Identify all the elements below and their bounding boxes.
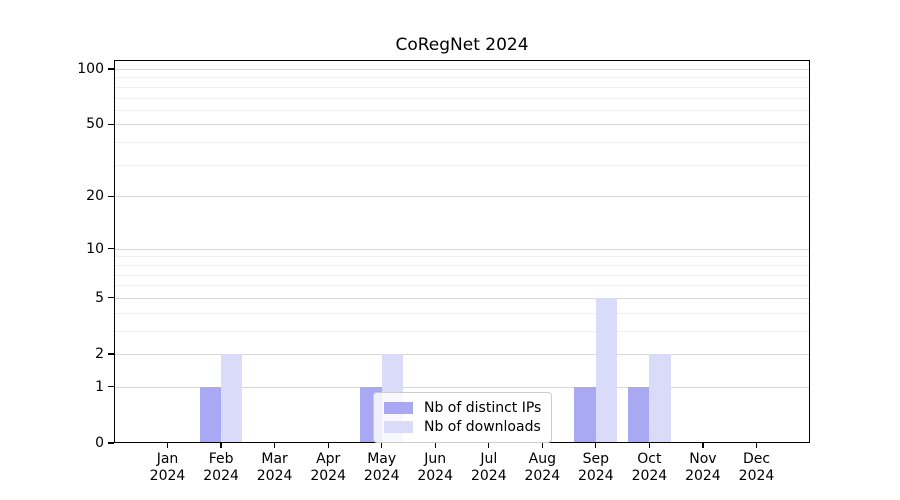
x-tick-year: 2024	[417, 468, 453, 484]
x-tick-month: Feb	[208, 451, 234, 467]
x-tick-year: 2024	[524, 468, 561, 484]
gridline-minor	[114, 285, 810, 287]
legend-label-distinct-ips: Nb of distinct IPs	[424, 399, 542, 416]
x-tick-year: 2024	[256, 468, 293, 484]
x-tick-month: Dec	[742, 451, 771, 467]
x-tick-month: Mar	[261, 451, 288, 467]
x-tick-label-may: May 2024	[342, 451, 422, 485]
gridline-minor	[114, 274, 810, 276]
legend-swatch-distinct-ips	[384, 401, 413, 414]
y-tick-mark	[108, 248, 114, 250]
x-tick-year: 2024	[631, 468, 668, 484]
x-tick-month: Apr	[316, 451, 341, 467]
x-tick-month: May	[367, 451, 397, 467]
gridline-minor	[114, 330, 810, 332]
legend-item-downloads: Nb of downloads	[384, 417, 541, 436]
x-tick-year: 2024	[203, 468, 239, 484]
gridline-major	[114, 354, 810, 355]
plot-area	[114, 60, 810, 443]
x-tick-mark	[166, 443, 169, 448]
x-tick-mark	[488, 443, 490, 448]
gridline-minor	[114, 86, 810, 88]
legend-item-distinct-ips: Nb of distinct IPs	[384, 398, 541, 417]
x-tick-year: 2024	[470, 468, 507, 484]
y-tick-label: 0	[95, 435, 104, 451]
x-tick-mark	[220, 443, 222, 448]
x-tick-label-dec: Dec 2024	[717, 451, 797, 485]
legend: Nb of distinct IPs Nb of downloads	[373, 392, 553, 443]
gridline-major	[114, 124, 810, 126]
x-tick-mark	[327, 443, 329, 448]
x-tick-mark	[755, 443, 758, 448]
y-tick-label: 5	[95, 289, 104, 306]
x-tick-label-jun: Jun 2024	[395, 451, 475, 485]
x-tick-month: Jun	[424, 451, 447, 467]
x-tick-label-jan: Jan 2024	[128, 451, 208, 485]
y-tick-mark	[108, 297, 114, 299]
x-tick-label-oct: Oct 2024	[609, 451, 689, 485]
gridline-major	[114, 69, 810, 70]
x-tick-year: 2024	[738, 468, 775, 484]
y-tick-mark	[108, 386, 114, 388]
y-tick-label: 1	[95, 378, 104, 395]
x-tick-label-feb: Feb 2024	[181, 451, 261, 485]
gridline-minor	[114, 109, 810, 111]
bar-nb-of-downloads-oct	[649, 354, 671, 443]
y-tick-label: 10	[86, 240, 104, 257]
gridline-minor	[114, 142, 810, 144]
y-tick-mark	[108, 353, 114, 355]
gridline-minor	[114, 164, 810, 166]
x-tick-year: 2024	[363, 468, 400, 484]
bar-nb-of-distinct-ips-sep	[574, 386, 596, 443]
y-tick-label: 50	[86, 116, 104, 133]
bar-nb-of-distinct-ips-feb	[199, 386, 222, 443]
x-tick-month: Sep	[582, 451, 609, 467]
y-tick-mark	[108, 442, 114, 444]
gridline-minor	[114, 264, 810, 266]
x-tick-label-jul: Jul 2024	[449, 451, 529, 485]
legend-label-downloads: Nb of downloads	[424, 418, 541, 435]
chart-title: CoRegNet 2024	[395, 35, 529, 55]
x-tick-label-apr: Apr 2024	[288, 451, 368, 485]
legend-swatch-downloads	[384, 420, 413, 433]
gridline-minor	[114, 97, 810, 99]
x-tick-label-aug: Aug 2024	[502, 451, 582, 485]
y-tick-label: 20	[86, 188, 104, 205]
x-tick-mark	[381, 443, 383, 448]
x-tick-mark	[595, 443, 597, 448]
y-tick-mark	[108, 68, 114, 70]
gridline-major	[114, 386, 810, 388]
x-tick-mark	[274, 443, 276, 448]
x-tick-label-mar: Mar 2024	[235, 451, 315, 485]
y-tick-label: 100	[77, 61, 104, 77]
x-tick-label-sep: Sep 2024	[556, 451, 636, 485]
y-tick-mark	[108, 195, 114, 197]
gridline-minor	[114, 77, 810, 79]
x-tick-year: 2024	[685, 468, 721, 484]
gridline-major	[114, 248, 810, 250]
x-tick-label-nov: Nov 2024	[663, 451, 743, 485]
gridline-minor	[114, 256, 810, 258]
x-tick-mark	[541, 443, 543, 448]
x-tick-year: 2024	[310, 468, 346, 484]
x-tick-mark	[434, 443, 436, 448]
x-tick-mark	[648, 443, 650, 448]
x-tick-month: Oct	[637, 451, 662, 467]
y-tick-label: 2	[95, 346, 104, 362]
x-tick-year: 2024	[577, 468, 614, 484]
x-tick-month: Nov	[689, 451, 717, 467]
bar-nb-of-downloads-sep	[595, 297, 618, 443]
bar-nb-of-distinct-ips-oct	[628, 386, 650, 443]
gridline-major	[114, 196, 810, 198]
x-tick-mark	[702, 443, 704, 448]
gridline-minor	[114, 312, 810, 314]
bar-nb-of-downloads-feb	[221, 354, 243, 443]
x-tick-month: Jan	[156, 451, 179, 467]
x-tick-month: Aug	[528, 451, 556, 467]
x-tick-year: 2024	[149, 468, 186, 484]
x-tick-month: Jul	[480, 451, 498, 467]
y-tick-mark	[108, 123, 114, 125]
gridline-major	[114, 297, 810, 299]
